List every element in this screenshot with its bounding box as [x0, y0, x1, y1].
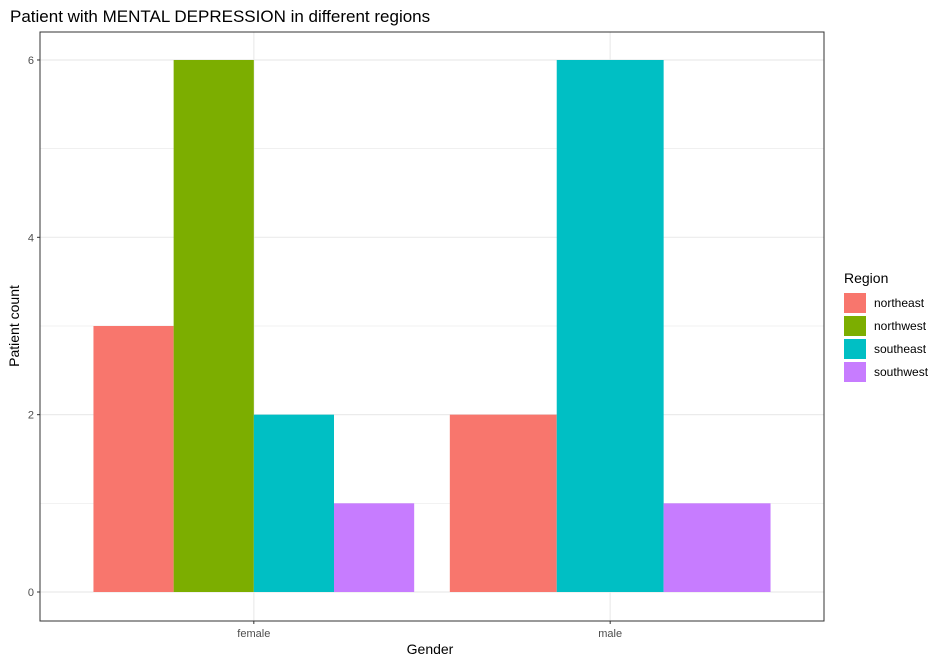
legend-label-northwest: northwest: [874, 319, 927, 333]
y-tick-label: 6: [28, 55, 34, 67]
bar-northeast-male: [449, 414, 557, 592]
legend-key-northeast: [844, 293, 866, 313]
bar-northwest-female: [173, 59, 254, 593]
y-axis-title: Patient count: [6, 285, 22, 367]
legend-label-southeast: southeast: [874, 342, 927, 356]
y-tick-label: 2: [28, 410, 34, 422]
bar-southwest-male: [663, 503, 771, 592]
legend-label-northeast: northeast: [874, 296, 925, 310]
y-tick-label: 0: [28, 587, 34, 599]
plot-panel-border: [39, 31, 825, 622]
legend: Region northeast northwest southeast southw…: [844, 270, 929, 382]
bar-southeast-male: [556, 59, 664, 593]
legend-label-southwest: southwest: [874, 365, 929, 379]
x-tick-label: male: [598, 628, 622, 640]
legend-items: northeast northwest southeast southwest: [844, 293, 929, 382]
bar-northeast-female: [93, 325, 174, 592]
chart-title: Patient with MENTAL DEPRESSION in differ…: [10, 7, 430, 26]
bar-southwest-female: [334, 503, 415, 592]
legend-key-southwest: [844, 362, 866, 382]
bar-southeast-female: [253, 414, 334, 592]
x-axis-ticks: female male: [237, 621, 622, 640]
y-tick-label: 4: [28, 232, 34, 244]
legend-title: Region: [844, 270, 888, 286]
x-tick-label: female: [237, 628, 270, 640]
x-axis-title: Gender: [407, 641, 454, 657]
bars: [93, 59, 771, 593]
legend-key-southeast: [844, 339, 866, 359]
legend-key-northwest: [844, 316, 866, 336]
y-axis-ticks: 0 2 4 6: [28, 55, 40, 599]
